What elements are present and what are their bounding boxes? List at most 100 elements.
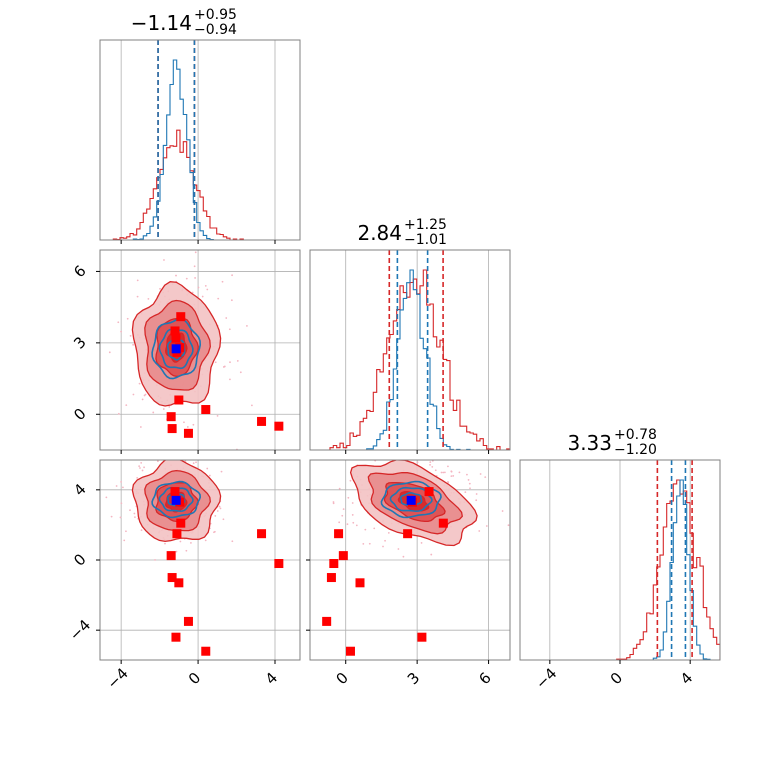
sample-point (126, 317, 129, 320)
sample-point (138, 382, 141, 385)
sample-point (430, 553, 433, 556)
sample-point (338, 487, 341, 490)
marker-red-square (176, 312, 186, 322)
sample-point (443, 471, 446, 474)
title-upper-error: +0.78 (614, 427, 657, 443)
marker-red-square (334, 529, 344, 539)
sample-point (434, 469, 437, 472)
marker-red-square (355, 578, 365, 588)
marker-red-square (417, 632, 427, 642)
contour-blue (151, 318, 202, 380)
sample-point (192, 423, 195, 426)
sample-point (120, 330, 123, 333)
sample-point (162, 408, 165, 410)
gridlines (549, 460, 691, 660)
sample-point (231, 540, 234, 543)
histogram-red (100, 129, 300, 240)
panel-plot-area (100, 250, 300, 450)
sample-point (230, 299, 233, 302)
sample-point (397, 548, 400, 550)
sample-point (469, 487, 471, 490)
sample-point (351, 502, 354, 504)
sample-point (117, 321, 120, 324)
sample-point (153, 458, 155, 460)
sample-point (214, 515, 217, 517)
sample-point (458, 453, 460, 455)
histogram-red (520, 479, 720, 660)
sample-point (217, 297, 220, 300)
sample-point (431, 465, 434, 468)
sample-point (191, 291, 194, 294)
sample-point (342, 508, 345, 511)
sample-point (440, 471, 443, 474)
sample-point (387, 532, 390, 534)
sample-point (218, 505, 221, 508)
sample-point (332, 502, 335, 505)
sample-point (429, 463, 431, 466)
sample-point (467, 479, 470, 481)
sample-point (175, 274, 177, 277)
sample-point (193, 265, 196, 268)
sample-point (194, 251, 197, 254)
sample-point (425, 454, 427, 456)
title-lower-error: −0.94 (194, 22, 237, 38)
x-tick-label: −4 (532, 664, 560, 692)
sample-point (450, 475, 453, 478)
sample-point (373, 527, 376, 530)
sample-point (136, 295, 139, 298)
sample-point (152, 411, 155, 414)
sample-point (436, 454, 438, 456)
marker-red-square (176, 518, 186, 528)
sample-point (204, 285, 207, 287)
sample-point (382, 545, 384, 548)
sample-point (179, 540, 182, 543)
y-tick-label: 3 (70, 333, 89, 352)
sample-point (125, 530, 127, 533)
x-tick-label: 6 (475, 669, 494, 688)
marker-red-square (257, 416, 267, 426)
panel-title: 3.33 +0.78−1.20 (567, 427, 656, 458)
sample-point (204, 539, 207, 542)
marker-red-square (403, 529, 413, 539)
sample-point (144, 393, 147, 396)
x-tick-label: 0 (607, 669, 626, 688)
diag-panel-1: 2.84 +1.25−1.01 (309, 217, 511, 454)
sample-point (229, 378, 231, 381)
contour-blue (158, 486, 194, 513)
x-tick-label: 4 (677, 669, 696, 688)
sample-point (341, 514, 344, 517)
sample-point (208, 474, 211, 477)
sample-point (108, 351, 111, 354)
sample-point (141, 398, 144, 401)
sample-point (129, 509, 131, 512)
sample-point (138, 465, 141, 468)
histogram-blue (310, 269, 510, 450)
sample-point (120, 502, 123, 505)
sample-point (384, 539, 386, 542)
y-tick-label: 4 (70, 480, 89, 499)
panel-plot-area (520, 460, 720, 660)
x-tick-label: 4 (262, 669, 281, 688)
sample-point (132, 393, 135, 396)
sample-point (338, 521, 341, 524)
x-tick-label: 0 (185, 669, 204, 688)
marker-red-square (201, 405, 211, 415)
sample-point (194, 277, 196, 279)
sample-point (225, 317, 228, 319)
sample-point (420, 542, 423, 544)
sample-point (175, 550, 178, 553)
sample-point (246, 325, 248, 327)
panel-frame (99, 249, 301, 451)
marker-red-square (257, 529, 267, 539)
marker-red-square (170, 326, 180, 336)
marker-red-square (274, 421, 284, 431)
marker-blue-square (171, 495, 181, 505)
panel-frame (99, 39, 301, 241)
sample-point (466, 473, 468, 476)
sample-point (140, 461, 143, 464)
sample-point (133, 512, 136, 515)
marker-red-square (338, 551, 348, 561)
marker-red-square (326, 573, 336, 583)
marker-red-square (329, 559, 339, 569)
marker-red-square (171, 333, 181, 343)
